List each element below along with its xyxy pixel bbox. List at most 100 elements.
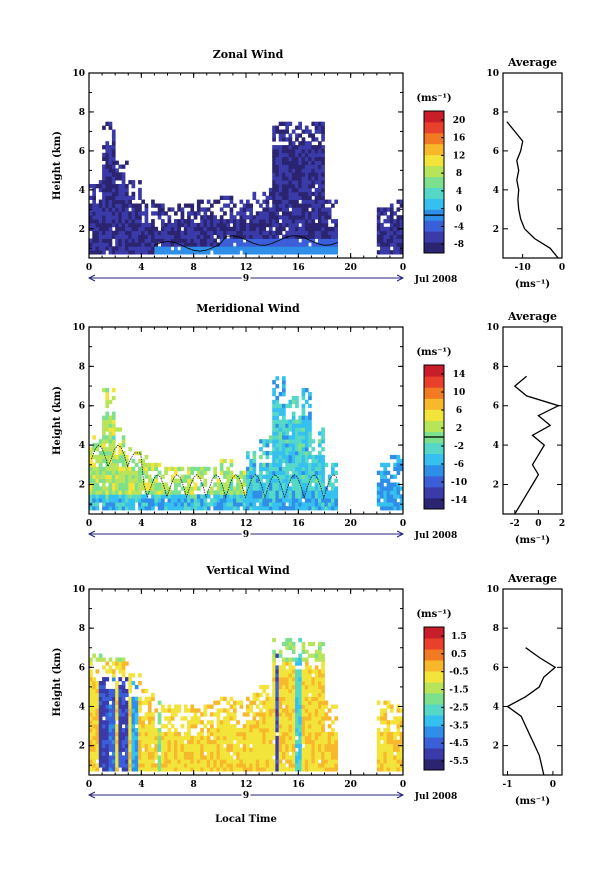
heatmap-cell [278, 708, 283, 713]
heatmap-cell [111, 759, 116, 764]
heatmap-cell [92, 712, 96, 717]
heatmap-cell [291, 160, 296, 165]
heatmap-cell [232, 704, 237, 709]
heatmap-cell [95, 474, 100, 479]
heatmap-cell [167, 720, 172, 725]
heatmap-cell [232, 751, 237, 756]
heatmap-cell [314, 502, 319, 507]
heatmap-cell [275, 168, 280, 173]
heatmap-cell [187, 211, 191, 216]
heatmap-cell [236, 731, 240, 737]
heatmap-cell [285, 145, 289, 150]
heatmap-cell [167, 763, 172, 768]
heatmap-cell [125, 755, 129, 760]
heatmap-cell [327, 230, 332, 235]
heatmap-cell [308, 226, 312, 232]
heatmap-cell [389, 207, 394, 212]
heatmap-cell [125, 234, 129, 239]
heatmap-cell [115, 478, 119, 483]
heatmap-cell [249, 486, 253, 491]
heatmap-cell [170, 506, 175, 511]
heatmap-cell [111, 677, 116, 682]
heatmap-cell [262, 506, 267, 511]
heatmap-cell [183, 747, 188, 752]
heatmap-cell [311, 767, 316, 772]
heatmap-cell [265, 219, 270, 224]
heatmap-cell [389, 494, 394, 499]
heatmap-cell [187, 486, 191, 491]
heatmap-cell [334, 506, 338, 511]
heatmap-cell [376, 502, 381, 507]
heatmap-cell [246, 470, 250, 475]
heatmap-cell [102, 700, 106, 705]
heatmap-cell [144, 739, 149, 745]
heatmap-cell [151, 199, 155, 204]
heatmap-cell [229, 470, 234, 475]
heatmap-cell [386, 700, 391, 705]
heatmap-cell [223, 494, 227, 499]
heatmap-cell [285, 645, 289, 651]
heatmap-cell [229, 763, 234, 768]
heatmap-cell [177, 203, 181, 208]
heatmap-cell [278, 478, 283, 483]
heatmap-cell [89, 700, 93, 705]
heatmap-cell [196, 755, 201, 760]
heatmap-cell [399, 230, 404, 235]
heatmap-cell [265, 199, 270, 204]
heatmap-cell [278, 470, 283, 475]
heatmap-cell [246, 498, 250, 503]
heatmap-cell [167, 735, 172, 741]
heatmap-cell [396, 466, 401, 472]
heatmap-cell [278, 411, 283, 416]
x-tick-label: 0 [400, 263, 406, 273]
heatmap-cell [288, 133, 293, 138]
heatmap-cell [118, 222, 123, 228]
heatmap-cell [170, 226, 175, 232]
heatmap-cell [89, 735, 93, 741]
heatmap-cell [128, 486, 132, 491]
heatmap-cell [219, 466, 224, 472]
heatmap-cell [102, 156, 106, 161]
heatmap-cell [380, 211, 384, 216]
heatmap-cell [321, 466, 325, 472]
heatmap-cell [301, 164, 306, 169]
heatmap-cell [285, 419, 289, 424]
x-tick-label: 4 [138, 780, 144, 790]
heatmap-cell [131, 180, 136, 185]
heatmap-cell [249, 759, 253, 764]
heatmap-cell [308, 728, 312, 733]
heatmap-cell [291, 242, 296, 247]
heatmap-cell [157, 207, 162, 212]
colorbar-segment [424, 242, 444, 254]
heatmap-cell [246, 755, 250, 760]
heatmap-cell [147, 246, 152, 251]
heatmap-cell [304, 195, 309, 200]
heatmap-cell [115, 490, 119, 495]
heatmap-cell [298, 657, 302, 662]
heatmap-cell [223, 720, 227, 725]
heatmap-cell [318, 728, 322, 733]
heatmap-cell [157, 238, 162, 243]
heatmap-cell [151, 728, 155, 733]
heatmap-cell [223, 739, 227, 745]
heatmap-cell [278, 156, 283, 161]
heatmap-cell [167, 506, 172, 511]
heatmap-cell [239, 246, 244, 251]
heatmap-cell [304, 720, 309, 725]
heatmap-cell [282, 199, 286, 204]
heatmap-cell [121, 226, 126, 232]
heatmap-cell [242, 226, 247, 232]
heatmap-cell [321, 767, 325, 772]
heatmap-cell [308, 160, 312, 165]
heatmap-cell [282, 403, 286, 409]
heatmap-cell [301, 168, 306, 173]
heatmap-cell [115, 743, 119, 748]
heatmap-cell [324, 743, 329, 748]
heatmap-cell [144, 728, 149, 733]
heatmap-cell [298, 759, 302, 764]
heatmap-cell [206, 759, 211, 764]
heatmap-cell [164, 242, 168, 247]
heatmap-cell [278, 187, 283, 193]
heatmap-cell [128, 226, 132, 232]
